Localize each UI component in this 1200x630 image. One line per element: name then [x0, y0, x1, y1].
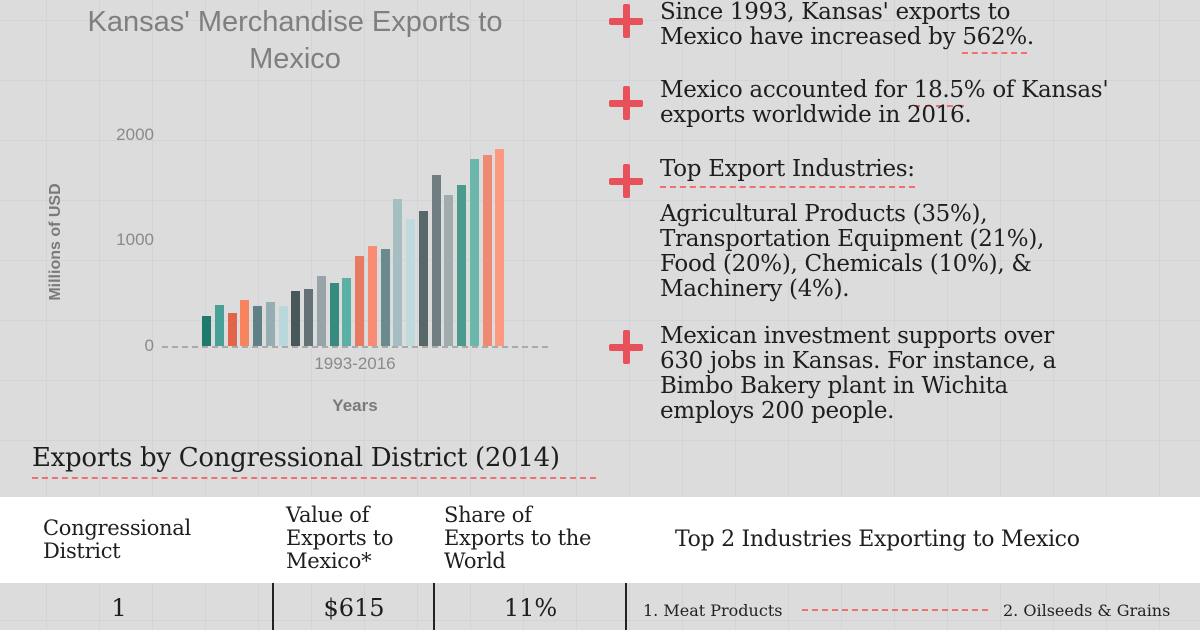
bar-1997	[253, 306, 262, 346]
cell-district: 1	[111, 594, 127, 622]
header-value: Value of Exports to Mexico*	[286, 503, 394, 573]
bar-2009	[406, 218, 415, 346]
fact-industries: Top Export Industries: Agricultural Prod…	[660, 157, 1190, 302]
fact-growth: Since 1993, Kansas' exports to Mexico ha…	[660, 0, 1190, 54]
bar-2008	[393, 199, 403, 346]
chart-title: Kansas' Merchandise Exports to Mexico	[87, 6, 503, 75]
highlight-18-5: 18.5	[913, 77, 964, 107]
fact-text: Bimbo Bakery plant in Wichita	[660, 373, 1008, 399]
column-divider	[272, 583, 274, 630]
plus-icon	[607, 2, 645, 40]
industry-line: Food (20%), Chemicals (10%), &	[660, 251, 1032, 277]
industry-line: Transportation Equipment (21%),	[660, 226, 1045, 252]
fact-text: .	[1026, 24, 1034, 50]
header-line: Share of	[444, 503, 532, 527]
fact-investment: Mexican investment supports over 630 job…	[660, 324, 1190, 424]
fact-text: exports worldwide in 2016.	[660, 102, 972, 128]
fact-text: employs 200 people.	[660, 398, 895, 424]
header-line: District	[43, 539, 121, 563]
fact-text: Mexican investment supports over	[660, 323, 1054, 349]
header-district: Congressional District	[43, 517, 191, 563]
bar-1993	[202, 316, 211, 346]
bar-2006	[367, 246, 377, 346]
fact-text: Mexico accounted for	[660, 77, 914, 103]
table-row: 1 $615 11% 1. Meat Products 2. Oilseeds …	[0, 583, 1200, 630]
fact-text: % of Kansas'	[963, 77, 1109, 103]
bar-2001	[304, 289, 313, 346]
header-line: World	[444, 549, 506, 573]
header-line: Mexico*	[286, 549, 372, 573]
bar-2004	[342, 277, 352, 346]
column-divider	[625, 583, 627, 630]
plus-icon	[607, 328, 645, 366]
x-axis-label: Years	[332, 396, 378, 415]
header-line: Exports to	[286, 526, 394, 550]
y-axis-label: Millions of USD	[47, 183, 64, 301]
column-divider	[433, 583, 435, 630]
header-line: Value of	[286, 503, 370, 527]
bar-2011	[431, 175, 441, 346]
bar-2013	[457, 185, 466, 346]
cell-value: $615	[323, 594, 385, 622]
y-tick-0: 0	[144, 336, 154, 355]
industries-heading: Top Export Industries:	[660, 157, 915, 188]
fact-share: Mexico accounted for 18.5% of Kansas' ex…	[660, 77, 1190, 128]
cell-industry-2: 2. Oilseeds & Grains	[1003, 601, 1171, 620]
bar-1995	[227, 312, 237, 346]
bar-1998	[265, 302, 275, 346]
bar-2002	[316, 275, 326, 346]
header-industries: Top 2 Industries Exporting to Mexico	[675, 527, 1080, 552]
header-line: Congressional	[43, 516, 191, 540]
cell-industry-1: 1. Meat Products	[643, 601, 783, 620]
y-tick-1000: 1000	[116, 230, 154, 249]
table-title: Exports by Congressional District (2014)	[32, 441, 596, 479]
bar-2016	[495, 149, 505, 346]
bar-2000	[291, 291, 301, 346]
fact-text: Since 1993, Kansas' exports to	[660, 0, 1011, 25]
bar-2014	[469, 158, 479, 346]
bar-2007	[380, 249, 390, 346]
fact-text: 630 jobs in Kansas. For instance, a	[660, 348, 1057, 374]
bar-2010	[418, 210, 428, 346]
header-share: Share of Exports to the World	[444, 504, 591, 573]
bar-1994	[214, 304, 224, 346]
table-header: Congressional District Value of Exports …	[0, 497, 1200, 583]
fact-text: Mexico have increased by	[660, 24, 963, 50]
plus-icon	[607, 84, 645, 122]
chart-baseline	[162, 346, 548, 348]
highlight-562: 562%	[962, 24, 1027, 54]
x-tick-label: 1993-2016	[314, 354, 396, 373]
bar-1999	[278, 306, 288, 346]
industry-line: Machinery (4%).	[660, 276, 850, 302]
header-line: Exports to the	[444, 526, 592, 550]
bar-2015	[482, 155, 492, 346]
bar-series	[202, 100, 522, 346]
bar-2005	[355, 256, 364, 346]
y-tick-2000: 2000	[116, 125, 154, 144]
bar-1996	[240, 300, 250, 346]
industry-line: Agricultural Products (35%),	[660, 201, 988, 227]
bar-2012	[444, 195, 454, 346]
dashed-connector	[802, 609, 988, 611]
bar-2003	[329, 283, 339, 346]
plus-icon	[607, 162, 645, 200]
cell-share: 11%	[503, 594, 558, 622]
